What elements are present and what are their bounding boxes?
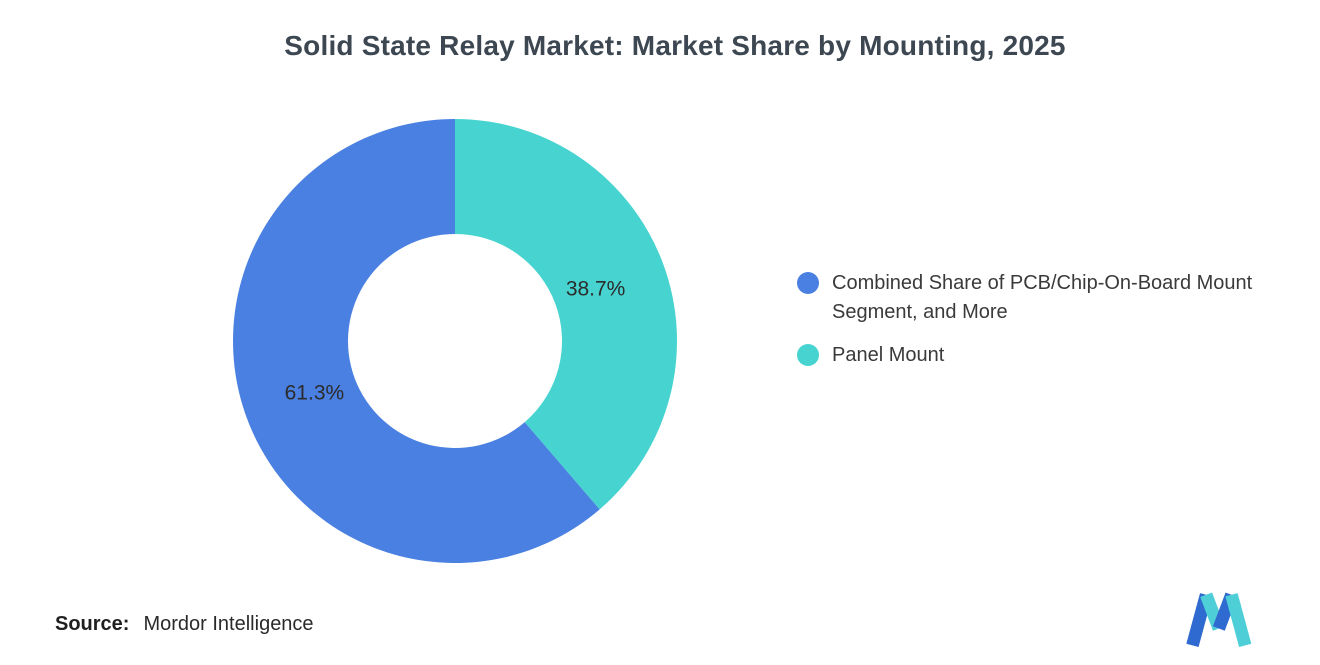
legend-swatch-panel-mount	[797, 344, 819, 366]
source-attribution: Source: Mordor Intelligence	[55, 613, 314, 636]
chart-title: Solid State Relay Market: Market Share b…	[284, 30, 1066, 61]
segment-value-label-0: 61.3%	[285, 382, 345, 405]
legend-label-panel-mount: Panel Mount	[832, 344, 945, 366]
legend: Combined Share of PCB/Chip-On-Board Moun…	[797, 269, 1287, 370]
source-label: Source:	[55, 613, 130, 635]
legend-label-pcb-mount: Combined Share of PCB/Chip-On-Board Moun…	[832, 272, 1253, 323]
donut-chart: 61.3% 38.7%	[232, 118, 678, 564]
mordor-intelligence-logo	[1184, 590, 1260, 648]
mordor-logo-m-icon	[1186, 592, 1252, 648]
source-value: Mordor Intelligence	[143, 613, 314, 635]
donut-segment-1	[455, 119, 678, 510]
logo-stroke-4	[1225, 593, 1252, 648]
donut-chart-svg: 61.3% 38.7%	[233, 119, 678, 563]
legend-item-pcb-mount: Combined Share of PCB/Chip-On-Board Moun…	[797, 269, 1287, 327]
legend-swatch-pcb-mount	[797, 272, 819, 294]
donut-segment-0	[233, 119, 600, 563]
legend-item-panel-mount: Panel Mount	[797, 341, 1287, 370]
segment-value-label-1: 38.7%	[566, 277, 626, 300]
